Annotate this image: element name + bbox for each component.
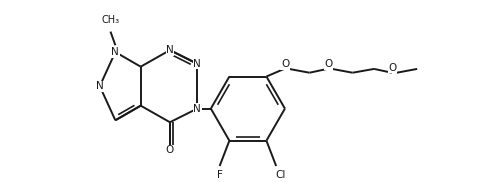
Text: O: O [166,145,174,155]
Text: O: O [389,63,397,73]
Text: N: N [166,45,174,55]
Text: N: N [193,104,201,114]
Text: F: F [217,170,223,180]
Text: O: O [324,59,332,69]
Text: N: N [111,47,119,57]
Text: N: N [193,59,201,69]
Text: O: O [281,59,289,69]
Text: Cl: Cl [276,170,286,180]
Text: N: N [96,81,103,91]
Text: CH₃: CH₃ [102,15,120,25]
